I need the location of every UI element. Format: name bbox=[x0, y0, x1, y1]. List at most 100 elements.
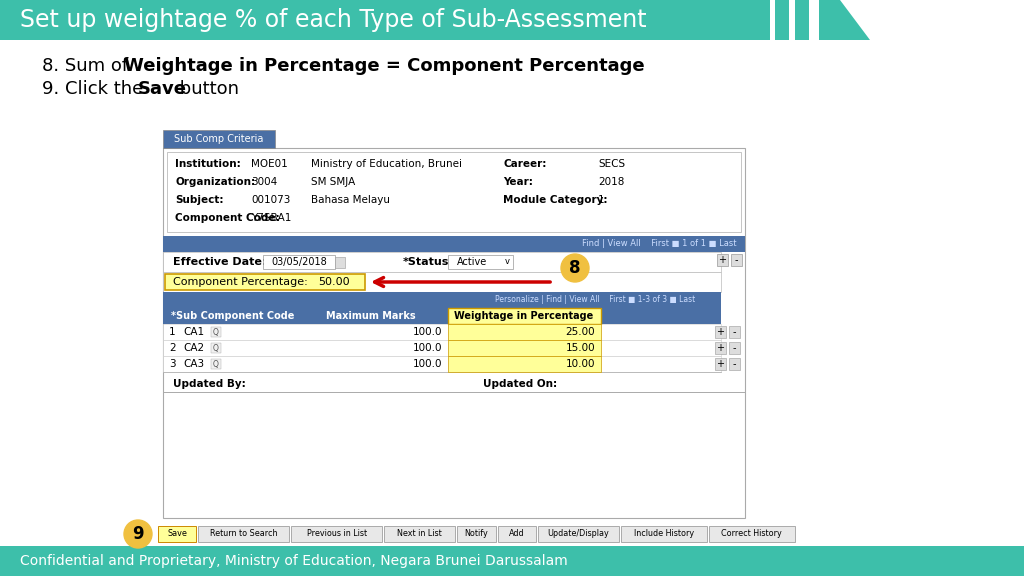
Text: +: + bbox=[717, 359, 725, 369]
FancyBboxPatch shape bbox=[163, 148, 745, 518]
Text: Weightage in Percentage: Weightage in Percentage bbox=[454, 311, 593, 321]
FancyBboxPatch shape bbox=[211, 343, 221, 353]
Text: v: v bbox=[505, 257, 510, 267]
FancyBboxPatch shape bbox=[770, 0, 1024, 40]
FancyBboxPatch shape bbox=[449, 324, 601, 340]
FancyBboxPatch shape bbox=[163, 292, 721, 308]
FancyBboxPatch shape bbox=[163, 356, 721, 372]
Text: Y7SBA1: Y7SBA1 bbox=[251, 213, 292, 223]
Text: Module Category:: Module Category: bbox=[503, 195, 607, 205]
Text: Find | View All    First ■ 1 of 1 ■ Last: Find | View All First ■ 1 of 1 ■ Last bbox=[583, 240, 737, 248]
Text: Q: Q bbox=[213, 343, 219, 353]
Circle shape bbox=[561, 254, 589, 282]
Text: 001073: 001073 bbox=[251, 195, 291, 205]
Text: Updated On:: Updated On: bbox=[483, 379, 557, 389]
FancyBboxPatch shape bbox=[457, 526, 496, 542]
FancyBboxPatch shape bbox=[715, 326, 726, 338]
FancyBboxPatch shape bbox=[211, 327, 221, 337]
Text: 25.00: 25.00 bbox=[565, 327, 595, 337]
FancyBboxPatch shape bbox=[0, 0, 770, 40]
FancyBboxPatch shape bbox=[790, 0, 795, 40]
Text: 03/05/2018: 03/05/2018 bbox=[271, 257, 327, 267]
Text: Confidential and Proprietary, Ministry of Education, Negara Brunei Darussalam: Confidential and Proprietary, Ministry o… bbox=[20, 554, 567, 568]
Text: 1: 1 bbox=[598, 195, 604, 205]
Circle shape bbox=[124, 520, 152, 548]
FancyBboxPatch shape bbox=[731, 254, 742, 266]
Text: Save: Save bbox=[167, 529, 187, 539]
FancyBboxPatch shape bbox=[795, 0, 809, 40]
Text: Active: Active bbox=[457, 257, 487, 267]
Text: CA1: CA1 bbox=[183, 327, 204, 337]
FancyBboxPatch shape bbox=[538, 526, 618, 542]
FancyBboxPatch shape bbox=[449, 308, 601, 324]
Polygon shape bbox=[819, 0, 870, 40]
Text: Institution:: Institution: bbox=[175, 159, 241, 169]
Text: Previous in List: Previous in List bbox=[307, 529, 367, 539]
Text: Organization:: Organization: bbox=[175, 177, 255, 187]
Text: 100.0: 100.0 bbox=[413, 359, 442, 369]
Text: *Sub Component Code: *Sub Component Code bbox=[171, 311, 294, 321]
Text: 3: 3 bbox=[169, 359, 176, 369]
Text: Maximum Marks: Maximum Marks bbox=[326, 311, 416, 321]
FancyBboxPatch shape bbox=[291, 526, 382, 542]
Text: 9. Click the: 9. Click the bbox=[42, 80, 150, 98]
Text: -: - bbox=[733, 359, 736, 369]
FancyBboxPatch shape bbox=[211, 359, 221, 369]
Text: Bahasa Melayu: Bahasa Melayu bbox=[311, 195, 390, 205]
Text: Ministry of Education, Brunei: Ministry of Education, Brunei bbox=[311, 159, 462, 169]
Text: 9: 9 bbox=[132, 525, 143, 543]
Text: Save: Save bbox=[138, 80, 187, 98]
Text: -: - bbox=[733, 327, 736, 337]
Text: SM SMJA: SM SMJA bbox=[311, 177, 355, 187]
FancyBboxPatch shape bbox=[449, 356, 601, 372]
FancyBboxPatch shape bbox=[717, 254, 728, 266]
Text: button: button bbox=[174, 80, 239, 98]
Text: Year:: Year: bbox=[503, 177, 532, 187]
Text: 100.0: 100.0 bbox=[413, 327, 442, 337]
FancyBboxPatch shape bbox=[163, 272, 721, 292]
FancyBboxPatch shape bbox=[729, 342, 740, 354]
Text: CA2: CA2 bbox=[183, 343, 204, 353]
FancyBboxPatch shape bbox=[715, 342, 726, 354]
FancyBboxPatch shape bbox=[498, 526, 536, 542]
Text: Sub Comp Criteria: Sub Comp Criteria bbox=[174, 134, 264, 144]
Text: Career:: Career: bbox=[503, 159, 547, 169]
Text: Correct History: Correct History bbox=[722, 529, 782, 539]
Text: +: + bbox=[719, 255, 726, 265]
Text: Next in List: Next in List bbox=[397, 529, 442, 539]
Text: 3004: 3004 bbox=[251, 177, 278, 187]
FancyBboxPatch shape bbox=[715, 358, 726, 370]
Text: Personalize | Find | View All    First ■ 1-3 of 3 ■ Last: Personalize | Find | View All First ■ 1-… bbox=[495, 295, 695, 305]
Text: Q: Q bbox=[213, 359, 219, 369]
Text: 100.0: 100.0 bbox=[413, 343, 442, 353]
Text: 2: 2 bbox=[169, 343, 176, 353]
FancyBboxPatch shape bbox=[163, 308, 721, 324]
Text: 15.00: 15.00 bbox=[565, 343, 595, 353]
Text: Set up weightage % of each Type of Sub-Assessment: Set up weightage % of each Type of Sub-A… bbox=[20, 8, 646, 32]
Text: 2018: 2018 bbox=[598, 177, 625, 187]
Text: Add: Add bbox=[509, 529, 525, 539]
FancyBboxPatch shape bbox=[163, 236, 745, 252]
Text: Return to Search: Return to Search bbox=[210, 529, 278, 539]
Text: Weightage in Percentage = Component Percentage: Weightage in Percentage = Component Perc… bbox=[124, 57, 645, 75]
FancyBboxPatch shape bbox=[163, 340, 721, 356]
FancyBboxPatch shape bbox=[449, 340, 601, 356]
Text: Subject:: Subject: bbox=[175, 195, 223, 205]
Text: Component Code:: Component Code: bbox=[175, 213, 280, 223]
Text: Update/Display: Update/Display bbox=[548, 529, 609, 539]
FancyBboxPatch shape bbox=[775, 0, 790, 40]
Text: Updated By:: Updated By: bbox=[173, 379, 246, 389]
Text: +: + bbox=[717, 343, 725, 353]
Text: -: - bbox=[733, 343, 736, 353]
Text: Component Percentage:: Component Percentage: bbox=[173, 277, 308, 287]
FancyBboxPatch shape bbox=[621, 526, 707, 542]
Text: 50.00: 50.00 bbox=[318, 277, 349, 287]
Text: *Status:: *Status: bbox=[403, 257, 454, 267]
Text: SECS: SECS bbox=[598, 159, 625, 169]
Text: MOE01: MOE01 bbox=[251, 159, 288, 169]
FancyBboxPatch shape bbox=[163, 252, 721, 272]
FancyBboxPatch shape bbox=[709, 526, 795, 542]
FancyBboxPatch shape bbox=[158, 526, 196, 542]
FancyBboxPatch shape bbox=[165, 274, 365, 290]
FancyBboxPatch shape bbox=[384, 526, 455, 542]
